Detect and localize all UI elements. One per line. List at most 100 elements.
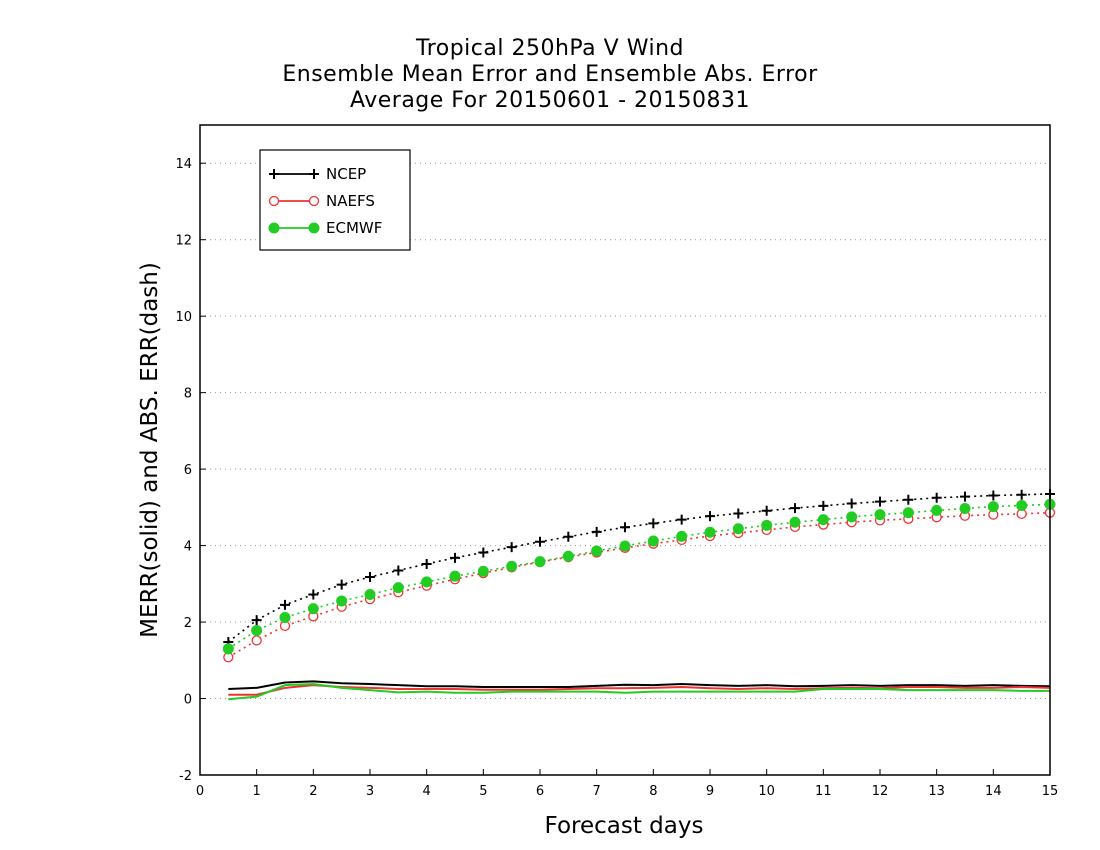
- legend-item-ncep: NCEP: [269, 165, 366, 183]
- series-ecmwf-abs-error-point: [676, 530, 688, 542]
- series-ncep-abs-error-point: [648, 518, 659, 529]
- series-ncep-abs-error-point: [931, 492, 942, 503]
- series-ecmwf-abs-error-line: [227, 503, 1051, 650]
- series-ecmwf-abs-error-point: [421, 576, 433, 588]
- legend-label: NAEFS: [326, 192, 375, 210]
- series-ecmwf-abs-error-point: [732, 523, 744, 535]
- y-tick-label: 2: [184, 616, 192, 631]
- y-tick-label: 12: [175, 234, 192, 249]
- series-ecmwf-abs-error-point: [704, 526, 716, 538]
- y-tick-label: 0: [184, 693, 192, 708]
- series-ecmwf-abs-error-point: [477, 565, 489, 577]
- series-ecmwf-abs-error-point: [902, 507, 914, 519]
- legend-marker: [308, 222, 320, 234]
- series-ecmwf-abs-error-point: [392, 582, 404, 594]
- series-ncep-abs-error-point: [535, 536, 545, 547]
- series-ncep-abs-error-point: [705, 511, 715, 522]
- series-ecmwf-abs-error-point: [874, 509, 886, 521]
- series-ncep-abs-error-point: [790, 503, 800, 514]
- x-tick-label: 6: [536, 784, 544, 799]
- x-tick-label: 10: [758, 784, 775, 799]
- series-ecmwf-abs-error-point: [534, 556, 546, 568]
- series-ecmwf-abs-error-point: [591, 545, 603, 557]
- x-tick-label: 3: [366, 784, 374, 799]
- series-ncep-abs-error-point: [478, 547, 489, 558]
- legend-marker: [308, 195, 320, 207]
- series-ecmwf-abs-error-point: [307, 603, 319, 615]
- series-ncep-abs-error-point: [988, 490, 999, 501]
- x-tick-label: 0: [196, 784, 204, 799]
- x-tick-label: 15: [1042, 784, 1059, 799]
- plot-frame: [199, 124, 1051, 776]
- series-ncep-abs-error-point: [308, 589, 319, 600]
- series-ecmwf-abs-error-point: [222, 643, 234, 655]
- legend-marker: [309, 169, 319, 179]
- series-ecmwf-abs-error-point: [251, 624, 263, 636]
- series-naefs-abs-error-line: [227, 511, 1051, 658]
- x-tick-label: 8: [649, 784, 657, 799]
- legend-marker: [268, 195, 280, 207]
- series-ncep-abs-error-point: [761, 505, 772, 516]
- legend-marker: [269, 169, 279, 179]
- x-tick-label: 11: [815, 784, 832, 799]
- series-ecmwf-abs-error-point: [846, 511, 858, 523]
- series-naefs-abs-error-point: [251, 635, 262, 646]
- series-ncep-abs-error-point: [1016, 489, 1027, 500]
- series-ncep-abs-error-point: [280, 599, 290, 610]
- series-ecmwf-abs-error-point: [562, 550, 574, 562]
- series-ecmwf-abs-error-point: [789, 516, 801, 528]
- legend-label: NCEP: [326, 165, 366, 183]
- y-axis-label: MERR(solid) and ABS. ERR(dash): [137, 262, 163, 638]
- series-naefs-mean-error-line: [228, 684, 1051, 696]
- series-ncep-abs-error-point: [393, 565, 404, 576]
- y-tick-label: 6: [184, 463, 192, 478]
- chart-title-line-1: Tropical 250hPa V Wind: [415, 36, 684, 61]
- x-tick-label: 12: [872, 784, 889, 799]
- series-ncep-abs-error-point: [846, 498, 857, 509]
- series-ncep-abs-error-point: [251, 615, 262, 626]
- series-ncep-abs-error-point: [421, 558, 432, 569]
- series-ecmwf-abs-error-point: [1016, 499, 1028, 511]
- series-ecmwf-mean-error-line: [228, 682, 1050, 701]
- series-ecmwf: [222, 498, 1056, 701]
- x-tick-label: 1: [253, 784, 261, 799]
- series-ecmwf-abs-error-point: [959, 503, 971, 514]
- legend-item-ecmwf: ECMWF: [268, 219, 382, 237]
- y-tick-label: 8: [184, 387, 192, 402]
- x-tick-label: 7: [593, 784, 601, 799]
- x-tick-label: 5: [479, 784, 487, 799]
- series-ncep-abs-error-point: [506, 542, 517, 553]
- series-ecmwf-abs-error-point: [931, 504, 943, 516]
- x-tick-label: 13: [928, 784, 945, 799]
- series-ecmwf-abs-error-point: [364, 589, 376, 601]
- series-ecmwf-abs-error-point: [761, 519, 773, 531]
- series-ncep-abs-error-line: [227, 493, 1051, 643]
- series-ncep-abs-error-point: [563, 531, 574, 542]
- chart-title-line-3: Average For 20150601 - 20150831: [349, 88, 751, 113]
- legend-marker: [268, 222, 280, 234]
- series-ncep-abs-error-point: [620, 522, 630, 533]
- series-ncep: [223, 488, 1055, 690]
- series-ecmwf-abs-error-point: [817, 514, 829, 526]
- legend-label: ECMWF: [326, 219, 382, 237]
- series-ecmwf-abs-error-point: [987, 501, 999, 513]
- series-ncep-abs-error-point: [733, 508, 744, 519]
- series-ncep-abs-error-point: [365, 571, 375, 582]
- series-ncep-abs-error-point: [676, 514, 687, 525]
- series-naefs: [223, 507, 1056, 696]
- series-ecmwf-abs-error-point: [506, 560, 518, 572]
- legend: NCEP NAEFS ECMWF: [259, 149, 411, 251]
- y-tick-label: -2: [179, 769, 192, 784]
- series-ncep-abs-error-point: [818, 500, 829, 511]
- legend-item-naefs: NAEFS: [268, 192, 375, 210]
- x-tick-label: 2: [309, 784, 317, 799]
- series-ncep-abs-error-point: [450, 552, 460, 563]
- x-tick-label: 14: [985, 784, 1002, 799]
- series-ecmwf-abs-error-point: [647, 535, 659, 547]
- chart-title-line-2: Ensemble Mean Error and Ensemble Abs. Er…: [282, 62, 818, 87]
- x-tick-label: 9: [706, 784, 714, 799]
- series-ncep-abs-error-point: [960, 491, 970, 502]
- series-ncep-abs-error-point: [875, 496, 885, 507]
- series-ncep-abs-error-point: [903, 494, 914, 505]
